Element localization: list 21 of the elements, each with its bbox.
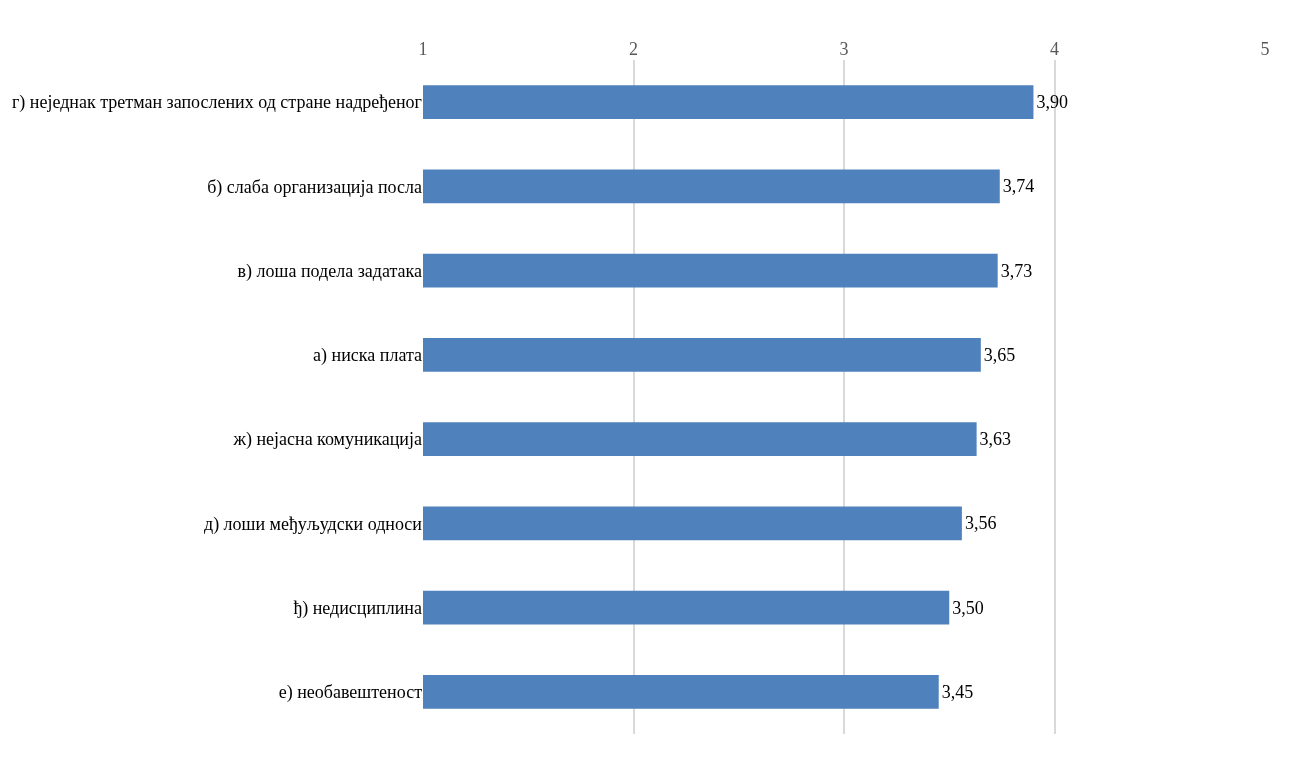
y-tick-label: г) неједнак третман запослених од стране надређеног bbox=[11, 92, 422, 114]
x-tick-label: 4 bbox=[1050, 39, 1059, 60]
x-tick-label: 3 bbox=[839, 39, 849, 60]
data-label: 3,63 bbox=[979, 429, 1012, 450]
y-tick-label: ђ) недисциплина bbox=[293, 597, 422, 619]
x-tick-label: 5 bbox=[1260, 39, 1270, 60]
data-label: 3,45 bbox=[941, 681, 974, 702]
data-label: 3,56 bbox=[964, 513, 997, 534]
data-label: 3,50 bbox=[952, 597, 984, 618]
y-tick-label: е) необавештеност bbox=[278, 682, 423, 704]
y-tick-label: в) лоша подела задатака bbox=[237, 260, 422, 282]
y-tick-label: д) лоши међуљудски односи bbox=[203, 513, 423, 535]
y-tick-label: а) ниска плата bbox=[313, 345, 422, 367]
y-tick-label: б) слаба организација посла bbox=[207, 176, 423, 198]
y-tick-label: ж) нејасна комуникација bbox=[232, 429, 422, 451]
x-tick-label: 2 bbox=[629, 39, 638, 60]
data-label: 3,73 bbox=[1000, 260, 1033, 281]
data-label: 3,65 bbox=[983, 344, 1016, 365]
x-tick-label: 1 bbox=[418, 39, 428, 60]
data-label: 3,90 bbox=[1036, 92, 1068, 113]
data-label: 3,74 bbox=[1002, 176, 1035, 197]
